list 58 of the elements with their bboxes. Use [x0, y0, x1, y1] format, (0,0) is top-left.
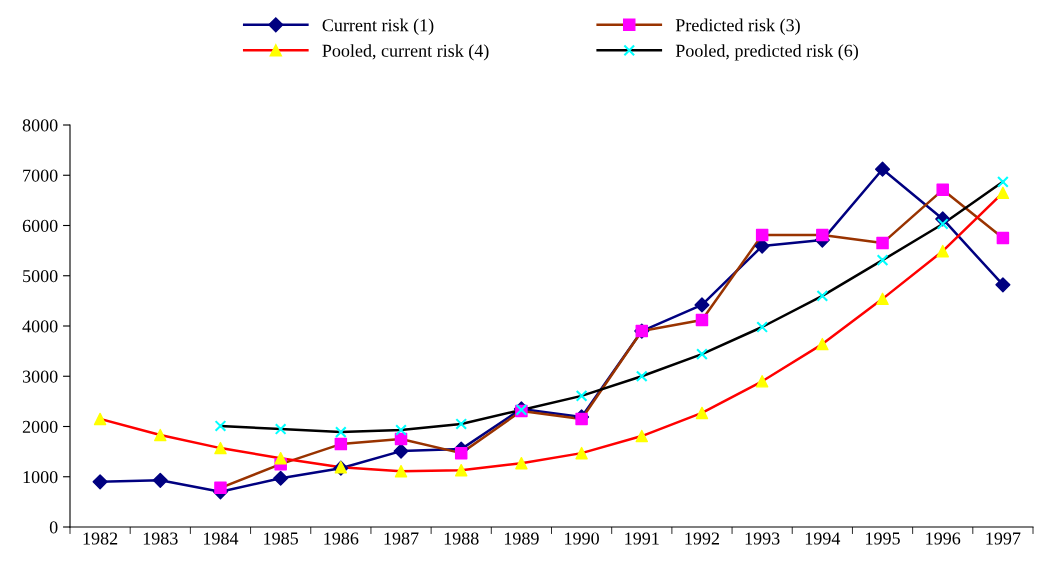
x-tick-label: 1982	[83, 532, 118, 545]
point	[876, 254, 889, 267]
point	[635, 429, 649, 443]
x-tick-label: 1988	[444, 532, 479, 545]
point	[214, 420, 227, 432]
point	[455, 418, 468, 430]
y-tick-label: 5000	[23, 270, 58, 283]
y-tick-label: 3000	[22, 370, 58, 383]
point	[154, 428, 167, 442]
y-tick-label: 2000	[22, 420, 58, 433]
y-tick-label: 1000	[23, 471, 58, 484]
x-tick-label: 1996	[926, 532, 961, 545]
point	[93, 412, 107, 426]
y-tick-label: 8000	[22, 119, 58, 132]
point	[575, 389, 588, 402]
point	[214, 441, 227, 455]
x-tick-label: 1994	[805, 532, 841, 545]
x-tick-label: 1989	[504, 532, 539, 545]
x-tick-label: 1990	[565, 532, 599, 545]
point	[274, 423, 287, 435]
point	[575, 446, 588, 460]
point	[394, 464, 408, 478]
point	[755, 375, 769, 388]
point	[274, 451, 287, 465]
point	[997, 175, 1009, 188]
x-tick-label: 1992	[685, 532, 720, 545]
legend-label: Predicted risk (3)	[675, 18, 800, 35]
point	[695, 406, 709, 420]
x-tick-label: 1983	[143, 532, 178, 545]
point	[454, 463, 468, 477]
point	[816, 337, 829, 351]
y-tick-label: 0	[49, 521, 58, 534]
point	[395, 424, 407, 436]
legend-label: Pooled, current risk (4)	[322, 44, 489, 61]
x-tick-label: 1993	[745, 532, 780, 545]
point	[876, 292, 889, 306]
point	[936, 218, 949, 230]
legend-label: Pooled, predicted risk (6)	[675, 44, 859, 61]
x-tick-label: 1995	[866, 532, 900, 545]
point	[756, 321, 769, 333]
x-tick-label: 1997	[986, 532, 1021, 545]
y-tick-label: 6000	[22, 219, 58, 232]
x-tick-label: 1985	[264, 532, 299, 545]
point	[695, 313, 709, 327]
x-tick-label: 1991	[625, 532, 659, 545]
x-tick-label: 1987	[384, 532, 419, 545]
x-tick-label: 1984	[204, 532, 239, 545]
y-tick-label: 4000	[22, 320, 58, 333]
legend-label: Current risk (1)	[322, 18, 434, 35]
point	[635, 370, 648, 383]
point	[816, 289, 829, 302]
point	[996, 186, 1010, 200]
x-tick-label: 1986	[324, 532, 359, 545]
point	[936, 244, 949, 258]
point	[334, 426, 347, 438]
point	[515, 456, 528, 470]
y-tick-label: 7000	[23, 169, 58, 182]
point	[696, 348, 708, 361]
